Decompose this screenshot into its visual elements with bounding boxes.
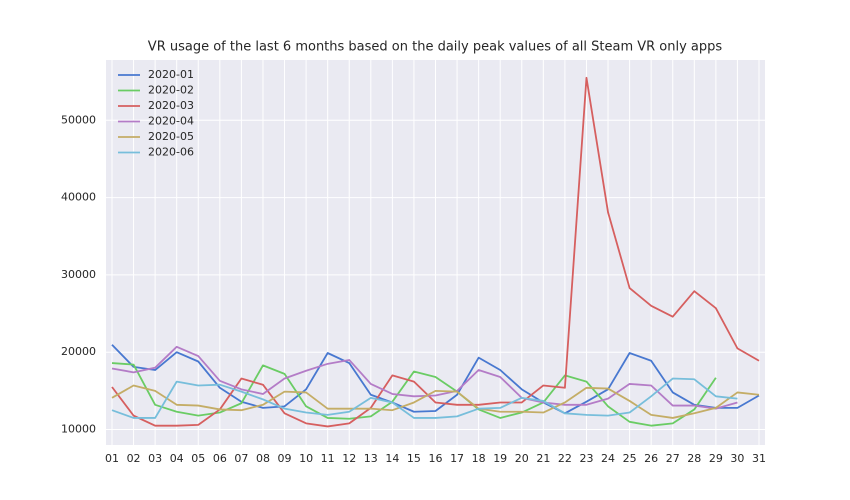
x-tick-label: 22 [558,452,572,465]
x-tick-label: 05 [191,452,205,465]
y-tick-label: 50000 [61,113,96,126]
x-tick-label: 31 [752,452,766,465]
x-tick-label: 11 [321,452,335,465]
data-line [111,384,760,419]
x-tick-label: 30 [730,452,744,465]
x-tick-label: 27 [666,452,680,465]
x-tick-label: 20 [515,452,529,465]
x-tick-label: 01 [105,452,119,465]
x-tick-label: 07 [234,452,248,465]
x-tick-label: 12 [342,452,356,465]
x-tick-label: 19 [493,452,507,465]
x-tick-label: 16 [429,452,443,465]
x-tick-label: 08 [256,452,270,465]
x-tick-label: 13 [364,452,378,465]
legend-label: 2020-03 [148,99,194,112]
chart-title: VR usage of the last 6 months based on t… [148,40,723,55]
data-line [111,344,760,415]
x-tick-label: 06 [213,452,227,465]
legend-label: 2020-06 [148,146,194,159]
x-tick-label: 23 [579,452,593,465]
x-tick-label: 09 [278,452,292,465]
x-tick-label: 03 [148,452,162,465]
legend-label: 2020-01 [148,68,194,81]
y-tick-label: 40000 [61,191,96,204]
x-tick-label: 24 [601,452,615,465]
y-tick-label: 10000 [61,423,96,436]
x-tick-label: 10 [299,452,313,465]
x-tick-label: 15 [407,452,421,465]
x-tick-label: 02 [127,452,141,465]
data-line [111,377,738,419]
x-tick-label: 25 [623,452,637,465]
x-tick-label: 21 [536,452,550,465]
x-tick-label: 14 [385,452,399,465]
y-tick-label: 20000 [61,345,96,358]
y-tick-label: 30000 [61,268,96,281]
legend-label: 2020-04 [148,115,194,128]
x-tick-label: 17 [450,452,464,465]
x-tick-label: 18 [472,452,486,465]
legend-label: 2020-02 [148,84,194,97]
x-tick-label: 26 [644,452,658,465]
legend-label: 2020-05 [148,130,194,143]
x-tick-label: 28 [687,452,701,465]
x-tick-label: 29 [709,452,723,465]
x-tick-label: 04 [170,452,184,465]
